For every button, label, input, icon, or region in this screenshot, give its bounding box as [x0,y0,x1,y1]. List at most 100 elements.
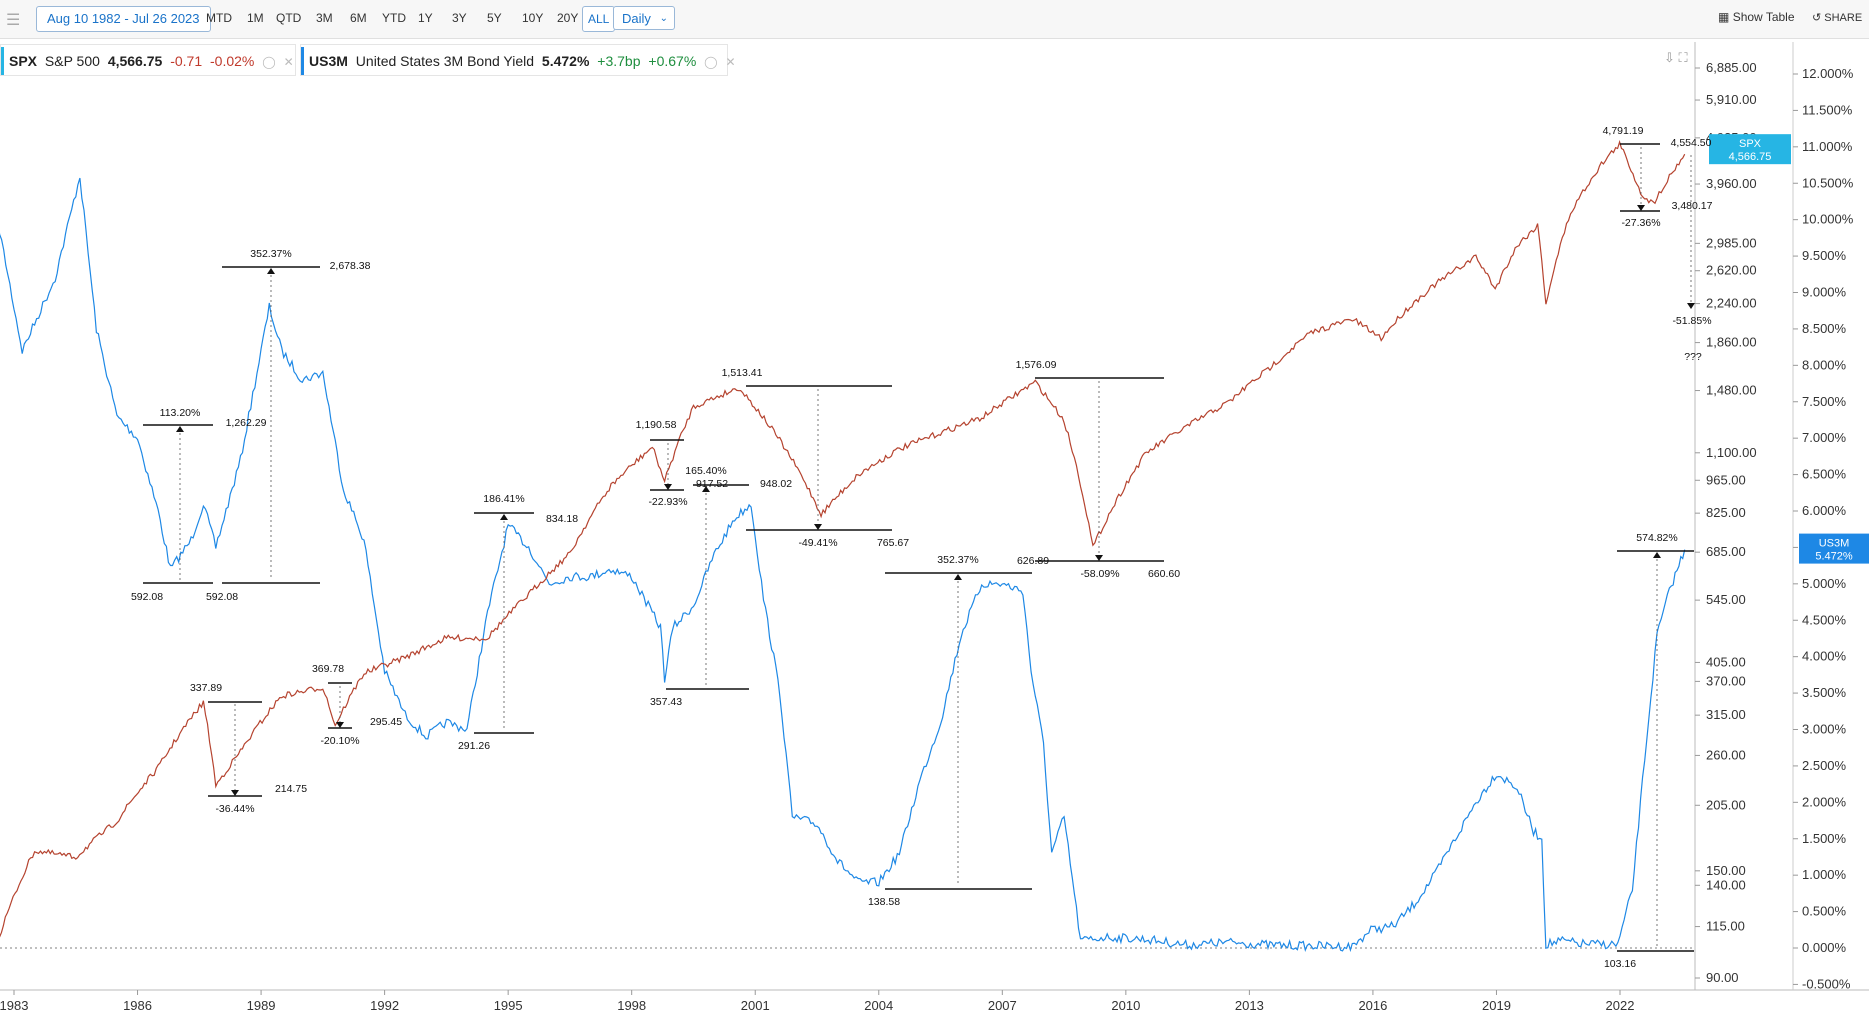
value-label: 626.89 [1017,555,1049,567]
y-left-tick-label: 1,100.00 [1706,445,1757,460]
range-button-5y[interactable]: 5Y [487,11,502,25]
show-table-button[interactable]: ▦ Show Table [1718,10,1795,24]
percent-label: 186.41% [483,493,524,505]
y-left-tick-label: 545.00 [1706,592,1746,607]
range-button-ytd[interactable]: YTD [382,11,406,25]
legend-us3m[interactable]: US3M United States 3M Bond Yield 5.472% … [300,44,736,76]
x-tick-label: 1998 [617,998,646,1013]
legend-color-bar [1,47,4,75]
value-label: 1,262.29 [226,417,267,429]
y-left-tick-label: 2,240.00 [1706,296,1757,311]
y-right-tick-label: 5.000% [1802,576,1847,591]
legend-spx[interactable]: SPX S&P 500 4,566.75 -0.71 -0.02% ◯ ✕ [0,44,296,76]
y-right-tick-label: 8.500% [1802,321,1847,336]
y-left-tick-label: 260.00 [1706,747,1746,762]
up-arrow-icon [1653,552,1661,558]
range-button-10y[interactable]: 10Y [522,11,544,25]
y-right-tick-label: 4.500% [1802,612,1847,627]
y-right-tick-label: 7.000% [1802,430,1847,445]
legend-change-pct: -0.02% [210,53,255,69]
y-right-tick-label: 11.500% [1802,102,1853,117]
range-button-3y[interactable]: 3Y [452,11,467,25]
y-right-tick-label: 9.000% [1802,285,1847,300]
percent-label: 574.82% [1636,532,1677,544]
y-left-tick-label: 5,910.00 [1706,92,1757,107]
y-right-tick-label: 8.000% [1802,357,1847,372]
legend-change-pct: +0.67% [648,53,697,69]
percent-label: 165.40% [685,465,726,477]
x-tick-label: 2010 [1111,998,1140,1013]
us3m-last-tag-name: US3M [1819,538,1850,550]
share-icon: ↺ [1812,12,1822,24]
hide-icon[interactable]: ◯ [704,55,718,69]
x-tick-label: 2007 [988,998,1017,1013]
hide-icon[interactable]: ◯ [262,55,276,69]
show-table-label: Show Table [1732,10,1795,24]
value-label: 357.43 [650,696,682,708]
table-icon: ▦ [1718,10,1730,24]
value-label: 1,576.09 [1016,359,1057,371]
fullscreen-icon[interactable]: ⛶ [1678,50,1688,65]
close-icon[interactable]: ✕ [283,55,294,69]
up-arrow-icon [702,486,710,492]
range-button-1y[interactable]: 1Y [418,11,433,25]
chart-tools: ⇩ ⛶ [1664,50,1688,66]
percent-label: -58.09% [1080,568,1119,580]
date-range-picker[interactable]: Aug 10 1982 - Jul 26 2023 [36,6,211,32]
value-label: 1,190.58 [636,419,677,431]
y-right-tick-label: 4.000% [1802,649,1847,664]
down-arrow-icon [1095,555,1103,561]
up-arrow-icon [267,268,275,274]
down-arrow-icon [1637,205,1645,211]
y-left-tick-label: 1,480.00 [1706,383,1757,398]
percent-label: 352.37% [937,554,978,566]
close-icon[interactable]: ✕ [725,55,736,69]
y-right-tick-label: 6.000% [1802,503,1847,518]
share-button[interactable]: ↺ SHARE [1812,11,1862,24]
x-tick-label: 1989 [247,998,276,1013]
interval-select[interactable]: Daily ⌄ [613,6,675,30]
percent-label: 113.20% [160,407,201,419]
menu-icon[interactable]: ☰ [6,12,21,29]
up-arrow-icon [500,514,508,520]
range-button-qtd[interactable]: QTD [276,11,302,25]
range-button-20y[interactable]: 20Y [557,11,579,25]
legend-change: -0.71 [170,53,203,69]
value-label: 765.67 [877,537,909,549]
y-right-tick-label: 3.500% [1802,685,1847,700]
chevron-down-icon: ⌄ [659,13,668,24]
range-button-3m[interactable]: 3M [316,11,333,25]
us3m-last-tag-value: 5.472% [1815,551,1853,563]
value-label: 917.52 [696,478,728,490]
download-icon[interactable]: ⇩ [1664,50,1675,65]
y-left-tick-label: 685.00 [1706,544,1746,559]
y-right-tick-label: 10.500% [1802,175,1854,190]
range-button-all[interactable]: ALL [582,6,616,32]
value-label: 3,480.17 [1672,200,1713,212]
percent-label: -27.36% [1621,217,1660,229]
y-left-tick-label: 315.00 [1706,707,1746,722]
y-left-tick-label: 140.00 [1706,877,1746,892]
share-label: SHARE [1824,12,1863,24]
range-button-6m[interactable]: 6M [350,11,367,25]
value-label: 4,554.50 [1671,137,1712,149]
range-button-1m[interactable]: 1M [247,11,264,25]
y-left-tick-label: 370.00 [1706,673,1746,688]
y-left-tick-label: 3,960.00 [1706,176,1757,191]
y-right-tick-label: 2.000% [1802,794,1847,809]
spx-last-tag-name: SPX [1739,138,1762,150]
y-right-tick-label: 11.000% [1802,139,1853,154]
value-label: 214.75 [275,783,307,795]
x-tick-label: 1995 [494,998,523,1013]
y-left-tick-label: 115.00 [1706,919,1745,934]
value-label: 1,513.41 [722,367,763,379]
interval-value: Daily [622,11,651,26]
y-left-tick-label: 405.00 [1706,654,1746,669]
range-button-mtd[interactable]: MTD [206,11,232,25]
y-right-tick-label: 0.500% [1802,904,1847,919]
x-tick-label: 1992 [370,998,399,1013]
toolbar: ☰ Aug 10 1982 - Jul 26 2023 MTD 1M QTD 3M 6M… [0,0,1869,39]
x-tick-label: 2004 [864,998,893,1013]
up-arrow-icon [954,574,962,580]
